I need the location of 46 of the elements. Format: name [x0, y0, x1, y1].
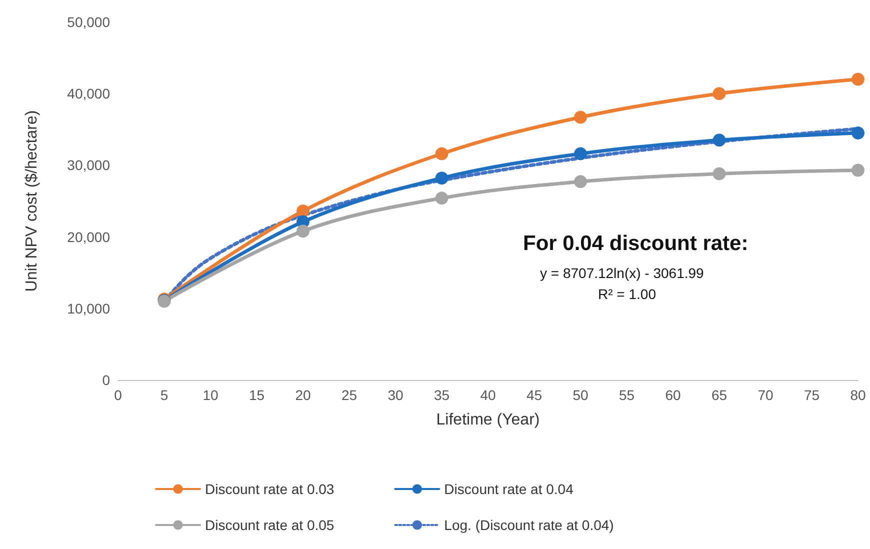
x-axis-title: Lifetime (Year) [436, 412, 540, 428]
x-tick-label: 50 [572, 387, 588, 403]
x-tick-label: 35 [434, 387, 450, 403]
legend-label: Log. (Discount rate at 0.04) [444, 517, 614, 533]
point [574, 175, 587, 188]
point [296, 224, 310, 238]
x-tick-label: 0 [114, 387, 122, 403]
point [852, 164, 864, 177]
x-tick-label: 40 [480, 387, 496, 403]
legend-label: Discount rate at 0.03 [205, 481, 334, 497]
legend-label: Discount rate at 0.04 [444, 481, 574, 497]
x-tick-label: 10 [202, 387, 218, 403]
x-tick-label: 15 [248, 387, 265, 403]
y-axis-title: Unit NPV cost ($/hectare) [24, 110, 40, 292]
y-tick-label: 50,000 [67, 14, 110, 30]
x-tick-label: 65 [711, 387, 728, 403]
y-tick-label: 0 [102, 372, 110, 388]
x-tick-label: 45 [526, 387, 542, 403]
y-tick-label: 20,000 [67, 228, 110, 245]
point [435, 192, 448, 205]
legend-label: Discount rate at 0.05 [205, 517, 334, 533]
x-tick-label: 70 [758, 387, 774, 403]
x-tick-label: 60 [665, 387, 681, 403]
point [574, 147, 587, 160]
x-tick-label: 20 [295, 387, 311, 403]
point [852, 72, 864, 86]
point [296, 204, 310, 218]
x-tick-label: 25 [341, 387, 358, 403]
x-tick-label: 55 [618, 387, 635, 403]
point [712, 87, 726, 100]
annotation: y = 8707.12ln(x) - 3061.99 [540, 265, 704, 281]
x-tick-label: 80 [850, 387, 866, 403]
x-tick-label: 75 [804, 387, 820, 403]
y-tick-label: 30,000 [67, 157, 110, 174]
annotation: R² = 1.00 [598, 286, 656, 302]
point [712, 167, 726, 180]
x-tick-label: 5 [160, 387, 168, 403]
point [435, 147, 448, 160]
point [435, 172, 448, 185]
point [712, 134, 726, 147]
y-tick-label: 40,000 [67, 86, 110, 102]
point [852, 126, 864, 140]
point [574, 110, 587, 124]
y-tick-label: 10,000 [67, 300, 110, 316]
x-tick-label: 30 [388, 387, 404, 403]
annotation: For 0.04 discount rate: [523, 232, 748, 255]
